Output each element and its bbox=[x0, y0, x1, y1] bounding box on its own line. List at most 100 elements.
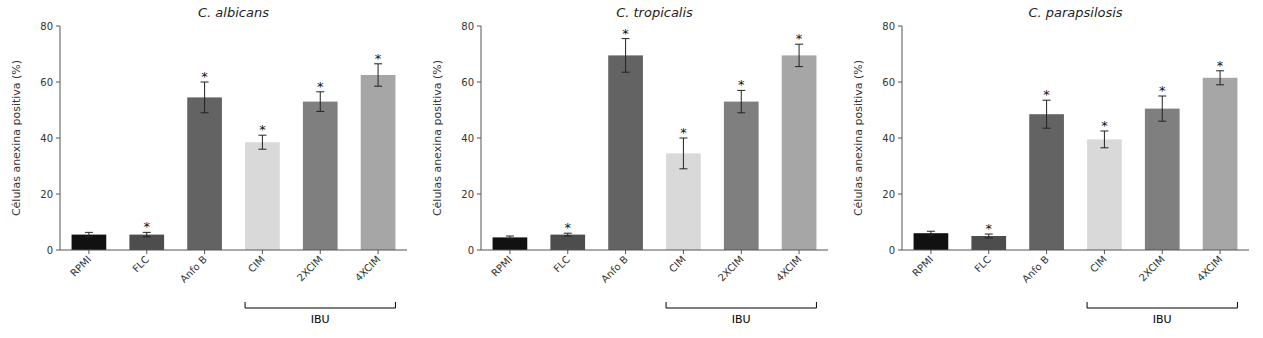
bracket-tick bbox=[1237, 302, 1238, 308]
y-tick-label: 40 bbox=[882, 133, 895, 144]
x-tick bbox=[567, 250, 568, 254]
bracket-tick bbox=[816, 302, 817, 308]
bar bbox=[493, 237, 528, 250]
x-tick-label: RPMI bbox=[489, 254, 514, 279]
error-stem bbox=[1220, 71, 1221, 85]
bar bbox=[608, 55, 643, 250]
title: C. parapsilosis bbox=[1028, 5, 1122, 20]
x-tick bbox=[1162, 250, 1163, 254]
x-tick bbox=[509, 250, 510, 254]
x-tick-label: RPMI bbox=[910, 254, 935, 279]
error-cap bbox=[1158, 121, 1166, 122]
bar bbox=[1087, 139, 1122, 250]
error-bar bbox=[1216, 71, 1224, 85]
x-axis bbox=[481, 250, 828, 251]
error-cap bbox=[927, 231, 935, 232]
x-tick-label: CIM bbox=[1088, 254, 1109, 275]
significance-star: * bbox=[259, 122, 266, 137]
bar bbox=[914, 233, 949, 250]
error-bar bbox=[374, 64, 382, 86]
error-stem bbox=[378, 64, 379, 86]
error-stem bbox=[1104, 131, 1105, 148]
bar bbox=[187, 97, 222, 250]
error-stem bbox=[1046, 100, 1047, 128]
error-bar bbox=[258, 135, 266, 149]
error-cap bbox=[85, 232, 93, 233]
y-tick-label: 0 bbox=[468, 245, 474, 256]
x-tick bbox=[741, 250, 742, 254]
bar bbox=[1145, 109, 1180, 250]
x-tick-label: Anfo B bbox=[1020, 254, 1051, 285]
bracket-line bbox=[245, 308, 395, 309]
error-bar bbox=[1100, 131, 1108, 148]
significance-star: * bbox=[738, 77, 745, 92]
error-bar bbox=[201, 82, 209, 113]
error-bar bbox=[1043, 100, 1051, 128]
error-stem bbox=[741, 90, 742, 112]
significance-star: * bbox=[1043, 87, 1050, 102]
error-cap bbox=[927, 235, 935, 236]
error-bar bbox=[506, 236, 514, 239]
y-axis-label: Células anexina positiva (%) bbox=[431, 60, 444, 216]
significance-star: * bbox=[1217, 58, 1224, 73]
y-tick bbox=[898, 194, 902, 195]
significance-star: * bbox=[317, 79, 324, 94]
bar bbox=[971, 236, 1006, 250]
error-cap bbox=[258, 149, 266, 150]
bracket-tick bbox=[245, 302, 246, 308]
significance-star: * bbox=[1101, 118, 1108, 133]
error-cap bbox=[143, 236, 151, 237]
x-tick-label: Anfo B bbox=[178, 254, 209, 285]
title: C. tropicalis bbox=[616, 5, 693, 20]
significance-star: * bbox=[796, 31, 803, 46]
bar bbox=[129, 235, 164, 250]
y-tick bbox=[56, 250, 60, 251]
error-cap bbox=[985, 237, 993, 238]
error-cap bbox=[1043, 128, 1051, 129]
error-cap bbox=[795, 66, 803, 67]
y-axis bbox=[902, 26, 903, 250]
panel: C. parapsilosis Células anexina positiva … bbox=[852, 5, 1249, 326]
y-axis-label: Células anexina positiva (%) bbox=[852, 60, 865, 216]
x-tick-label: 4XCIM bbox=[774, 254, 804, 284]
significance-star: * bbox=[986, 221, 993, 236]
significance-star: * bbox=[375, 51, 382, 66]
error-cap bbox=[1216, 84, 1224, 85]
y-tick bbox=[898, 138, 902, 139]
y-tick-label: 20 bbox=[40, 189, 53, 200]
error-cap bbox=[1100, 147, 1108, 148]
bar bbox=[245, 142, 280, 250]
y-tick-label: 0 bbox=[889, 245, 895, 256]
error-bar bbox=[795, 44, 803, 66]
error-stem bbox=[204, 82, 205, 113]
significance-star: * bbox=[201, 69, 208, 84]
error-cap bbox=[564, 236, 572, 237]
error-stem bbox=[625, 39, 626, 73]
y-tick-label: 60 bbox=[882, 77, 895, 88]
bracket bbox=[1087, 302, 1237, 308]
bar bbox=[1029, 114, 1064, 250]
error-cap bbox=[506, 238, 514, 239]
bracket-label: IBU bbox=[732, 313, 751, 326]
x-tick bbox=[262, 250, 263, 254]
title: C. albicans bbox=[198, 5, 269, 20]
error-cap bbox=[622, 72, 630, 73]
marks bbox=[493, 39, 817, 250]
significance-star: * bbox=[1159, 83, 1166, 98]
significance-star: * bbox=[144, 219, 151, 234]
marks bbox=[72, 64, 396, 250]
figure: C. albicans Células anexina positiva (%) 0… bbox=[0, 0, 1263, 338]
x-tick bbox=[625, 250, 626, 254]
y-axis bbox=[60, 26, 61, 250]
y-axis bbox=[481, 26, 482, 250]
y-tick-label: 80 bbox=[461, 21, 474, 32]
marks bbox=[914, 71, 1238, 250]
bracket bbox=[666, 302, 816, 308]
x-tick-label: 2XCIM bbox=[1137, 254, 1167, 284]
error-bar bbox=[622, 39, 630, 73]
y-tick bbox=[56, 194, 60, 195]
bracket-tick bbox=[395, 302, 396, 308]
y-tick-label: 20 bbox=[882, 189, 895, 200]
y-tick-label: 80 bbox=[882, 21, 895, 32]
error-cap bbox=[679, 168, 687, 169]
